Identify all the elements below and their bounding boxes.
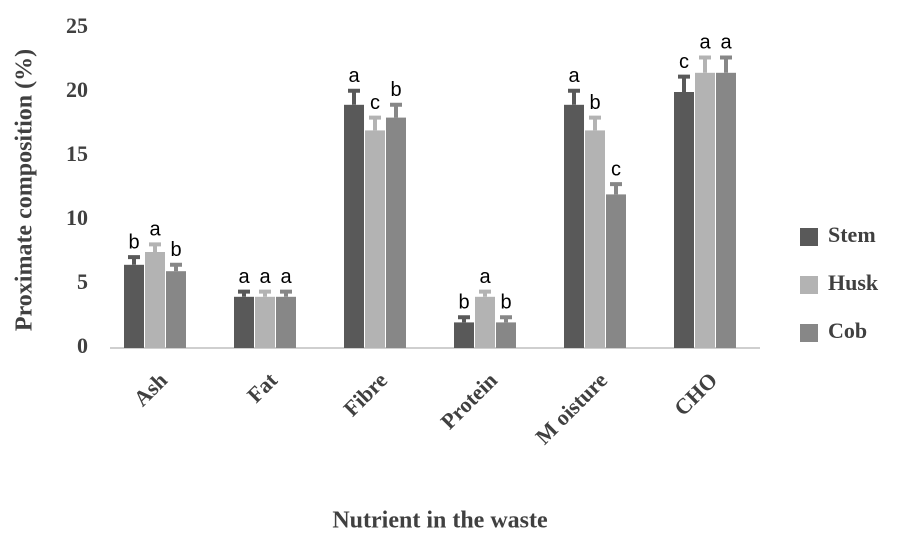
error-bar — [720, 55, 732, 73]
error-bar — [259, 289, 271, 297]
significance-letter: b — [500, 292, 511, 314]
y-tick-label: 5 — [77, 269, 88, 294]
bar — [255, 296, 275, 348]
legend-swatch — [800, 276, 818, 294]
error-bar — [369, 115, 381, 131]
bar — [234, 296, 254, 348]
x-tick-label: M oisture — [530, 367, 612, 449]
legend-swatch — [800, 228, 818, 246]
significance-letter: b — [390, 79, 401, 101]
bar — [606, 194, 626, 348]
error-bar — [280, 289, 292, 297]
bar — [454, 322, 474, 348]
error-bar — [238, 289, 250, 297]
bar — [496, 322, 516, 348]
bar — [386, 117, 406, 348]
significance-letter: a — [479, 266, 491, 288]
x-axis-title: Nutrient in the waste — [332, 508, 548, 534]
bar — [166, 271, 186, 348]
error-bar — [128, 255, 140, 265]
bar — [276, 296, 296, 348]
significance-letter: b — [128, 231, 139, 253]
legend-swatch — [800, 324, 818, 342]
y-tick-label: 15 — [66, 141, 88, 166]
bar — [124, 264, 144, 348]
error-bar — [610, 182, 622, 195]
significance-letter: b — [170, 239, 181, 261]
x-tick-label: Fibre — [338, 367, 392, 421]
bar — [344, 104, 364, 348]
y-tick-label: 20 — [66, 77, 88, 102]
bar — [716, 72, 736, 349]
legend-label: Cob — [828, 318, 867, 343]
significance-letter: c — [611, 158, 621, 180]
error-bar — [348, 88, 360, 105]
error-bar — [589, 115, 601, 131]
error-bar — [149, 242, 161, 252]
bar — [145, 252, 165, 348]
significance-letter: a — [259, 266, 271, 288]
legend-label: Husk — [828, 270, 879, 295]
error-bar — [500, 315, 512, 323]
bar — [695, 72, 715, 349]
significance-letter: a — [348, 65, 360, 87]
legend-label: Stem — [828, 222, 876, 247]
bar — [475, 296, 495, 348]
error-bar — [458, 315, 470, 323]
bar — [564, 104, 584, 348]
significance-letter: b — [589, 92, 600, 114]
bar — [365, 130, 385, 348]
bar — [674, 92, 694, 348]
significance-letter: a — [238, 266, 250, 288]
x-tick-label: Fat — [242, 367, 283, 408]
x-tick-label: CHO — [669, 367, 722, 420]
error-bar — [699, 55, 711, 73]
significance-letter: a — [699, 32, 711, 54]
error-bar — [170, 262, 182, 272]
error-bar — [479, 289, 491, 297]
y-tick-label: 0 — [77, 333, 88, 358]
significance-letter: c — [370, 92, 380, 114]
significance-letter: a — [568, 65, 580, 87]
significance-letter: a — [280, 266, 292, 288]
error-bar — [390, 102, 402, 118]
y-tick-label: 10 — [66, 205, 88, 230]
bar — [585, 130, 605, 348]
x-tick-label: Ash — [128, 367, 172, 411]
significance-letter: c — [679, 51, 689, 73]
error-bar — [678, 74, 690, 92]
y-axis-title: Proximate composition (%) — [12, 49, 38, 331]
significance-letter: b — [458, 292, 469, 314]
significance-letter: a — [720, 32, 732, 54]
error-bar — [568, 88, 580, 105]
x-tick-label: Protein — [435, 367, 502, 434]
significance-letter: a — [149, 219, 161, 241]
y-tick-label: 25 — [66, 13, 88, 38]
